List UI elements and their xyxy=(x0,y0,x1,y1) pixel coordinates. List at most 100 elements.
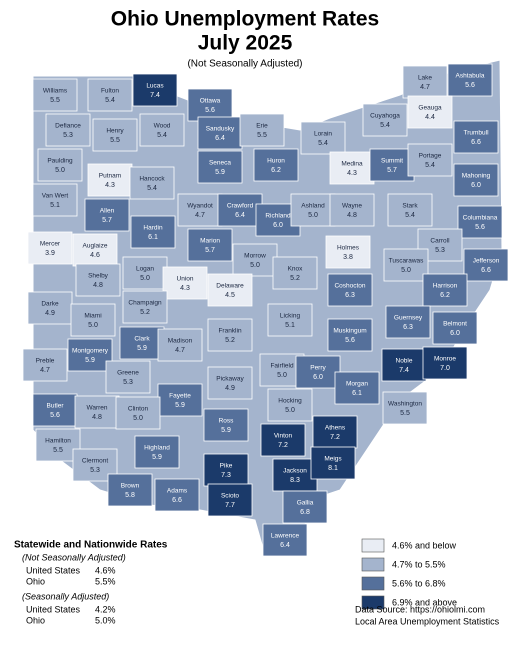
county-name: Delaware xyxy=(216,283,244,290)
county-name: Marion xyxy=(200,238,220,245)
county-shape xyxy=(107,473,153,507)
source: Data Source: https://ohiolmi.com xyxy=(355,604,485,614)
county-shape xyxy=(122,256,168,290)
county-shape xyxy=(27,291,73,325)
county-name: Coshocton xyxy=(334,283,365,290)
county-name: Sandusky xyxy=(206,126,235,133)
county-name: Scioto xyxy=(221,493,239,500)
county-rate: 4.9 xyxy=(225,385,235,392)
county-rate: 5.6 xyxy=(465,82,475,89)
county-name: Cuyahoga xyxy=(370,113,400,120)
source: Local Area Unemployment Statistics xyxy=(355,616,500,626)
county-shape xyxy=(407,143,453,177)
county-rate: 6.3 xyxy=(345,292,355,299)
legend-label: 6.9% and above xyxy=(392,597,457,607)
county-name: Lawrence xyxy=(271,533,300,540)
county-shape xyxy=(122,290,168,324)
county-shape xyxy=(70,303,116,337)
county: Morgan 6.1 xyxy=(334,371,380,405)
county-rate: 5.9 xyxy=(137,345,147,352)
county-shape xyxy=(447,63,493,97)
county-shape xyxy=(157,328,203,362)
county-rate: 4.7 xyxy=(420,84,430,91)
county-name: Huron xyxy=(267,158,285,165)
county-shape xyxy=(453,163,499,197)
county-rate: 4.7 xyxy=(40,367,50,374)
county-name: Seneca xyxy=(209,160,231,167)
county-name: Williams xyxy=(43,88,68,95)
county-rate: 7.7 xyxy=(225,502,235,509)
county-name: Wood xyxy=(154,123,171,130)
county-name: Warren xyxy=(86,405,107,412)
county: Hocking 5.0 xyxy=(267,388,313,422)
county: Henry 5.5 xyxy=(92,118,138,152)
county-rate: 5.4 xyxy=(318,140,328,147)
county: Mercer 3.9 xyxy=(27,231,73,265)
county-name: Darke xyxy=(41,301,59,308)
county-name: Ross xyxy=(219,418,235,425)
county-name: Allen xyxy=(100,208,115,215)
county-rate: 5.0 xyxy=(55,167,65,174)
county: Coshocton 6.3 xyxy=(327,273,373,307)
county-name: Lake xyxy=(418,75,432,82)
county-rate: 5.0 xyxy=(401,267,411,274)
county-rate: 5.0 xyxy=(277,372,287,379)
county-name: Hardin xyxy=(143,225,163,232)
county: Cuyahoga 5.4 xyxy=(362,103,408,137)
rates-label: Ohio xyxy=(26,615,45,625)
county: Lorain 5.4 xyxy=(300,121,346,155)
county-name: Guernsey xyxy=(394,315,423,322)
county-shape xyxy=(154,478,200,512)
rates-value: 5.0% xyxy=(95,615,116,625)
county-name: Union xyxy=(177,276,194,283)
county: Geauga 4.4 xyxy=(407,95,453,129)
county-shape xyxy=(329,193,375,227)
rates-block: Statewide and Nationwide Rates(Not Seaso… xyxy=(14,540,168,626)
county-shape xyxy=(381,348,427,382)
county: Defiance 5.3 xyxy=(45,113,91,147)
county-shape xyxy=(312,415,358,449)
county-shape xyxy=(72,233,118,267)
county-name: Franklin xyxy=(218,328,242,335)
county-rate: 3.9 xyxy=(45,250,55,257)
legend-swatch xyxy=(361,595,385,610)
note: (Not Seasonally Adjusted) xyxy=(187,59,302,70)
county-name: Medina xyxy=(341,161,363,168)
rates-heading: (Seasonally Adjusted) xyxy=(22,591,109,601)
county: Holmes 3.8 xyxy=(325,235,371,269)
county-rate: 4.6 xyxy=(90,252,100,259)
county-rate: 4.5 xyxy=(225,292,235,299)
county-shape xyxy=(385,305,431,339)
county: Butler 5.6 xyxy=(32,393,78,427)
county-name: Pike xyxy=(220,463,233,470)
county-rate: 7.2 xyxy=(330,434,340,441)
county: Ottawa 5.6 xyxy=(187,88,233,122)
county-shape xyxy=(92,118,138,152)
county: Putnam 4.3 xyxy=(87,163,133,197)
county-name: Mercer xyxy=(40,241,61,248)
county-rate: 5.5 xyxy=(400,410,410,417)
county-name: Wayne xyxy=(342,203,362,210)
county-shape xyxy=(383,248,429,282)
county-name: Athens xyxy=(325,425,346,432)
county-name: Greene xyxy=(117,370,139,377)
county-shape xyxy=(207,366,253,400)
county-shape xyxy=(32,393,78,427)
county-rate: 5.6 xyxy=(345,337,355,344)
county-rate: 6.8 xyxy=(300,509,310,516)
county-rate: 4.4 xyxy=(425,114,435,121)
county: Paulding 5.0 xyxy=(37,148,83,182)
county-shape xyxy=(203,453,249,487)
county-name: Wyandot xyxy=(187,203,213,210)
county-name: Miami xyxy=(84,313,101,320)
county-name: Washington xyxy=(388,401,422,408)
county: Muskingum 5.6 xyxy=(327,318,373,352)
county: Adams 6.6 xyxy=(154,478,200,512)
rates-value: 5.5% xyxy=(95,576,116,586)
county: Belmont 6.0 xyxy=(432,311,478,345)
county-shape xyxy=(27,231,73,265)
county: Darke 4.9 xyxy=(27,291,73,325)
county-rate: 4.8 xyxy=(93,282,103,289)
county-name: Highland xyxy=(144,445,170,452)
county-rate: 8.3 xyxy=(290,477,300,484)
